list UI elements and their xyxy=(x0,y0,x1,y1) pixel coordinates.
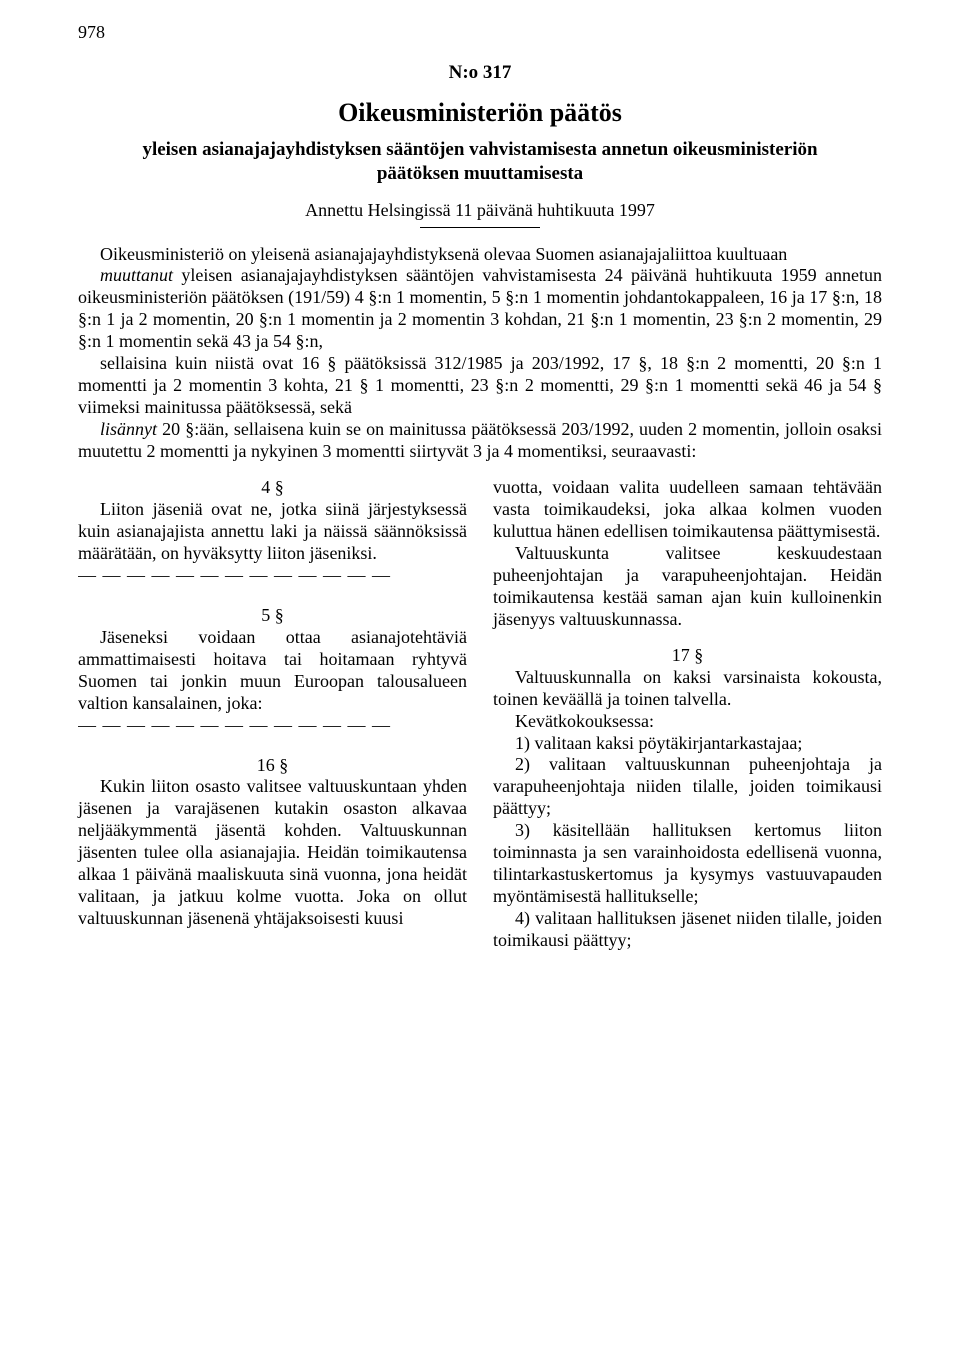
section-16-para: Kukin liiton osasto valitsee valtuuskunt… xyxy=(78,776,467,930)
left-column: 4 § Liiton jäseniä ovat ne, jotka siinä … xyxy=(78,477,467,952)
section-5-para: Jäseneksi voidaan ottaa asianajotehtäviä… xyxy=(78,627,467,715)
section-4-number: 4 § xyxy=(78,477,467,499)
section-4-para: Liiton jäseniä ovat ne, jotka siinä järj… xyxy=(78,499,467,565)
section-4-dashes: — — — — — — — — — — — — — xyxy=(78,565,467,587)
page-number: 978 xyxy=(78,22,105,43)
section-16-number: 16 § xyxy=(78,755,467,777)
preamble-para-3: lisännyt 20 §:ään, sellaisena kuin se on… xyxy=(78,419,882,463)
document-title: Oikeusministeriön päätös xyxy=(78,98,882,128)
section-17-number: 17 § xyxy=(493,645,882,667)
preamble-para-3-text: 20 §:ään, sellaisena kuin se on mainitus… xyxy=(78,419,882,461)
section-16-cont-para-1: vuotta, voidaan valita uudelleen samaan … xyxy=(493,477,882,543)
page: 978 N:o 317 Oikeusministeriön päätös yle… xyxy=(0,0,960,1362)
preamble-para-2: sellaisina kuin niistä ovat 16 § päätöks… xyxy=(78,353,882,419)
preamble-muuttanut: muuttanut xyxy=(100,265,181,285)
preamble-para-1a: Oikeusministeriö on yleisenä asianajajay… xyxy=(78,244,882,266)
section-17-item-4: 4) valitaan hallituksen jäsenet niiden t… xyxy=(493,908,882,952)
preamble-para-1b-text: yleisen asianajajayhdistyksen sääntöjen … xyxy=(78,265,882,351)
section-5-dashes: — — — — — — — — — — — — — xyxy=(78,715,467,737)
given-at: Annettu Helsingissä 11 päivänä huhtikuut… xyxy=(78,200,882,221)
document-subtitle: yleisen asianajajayhdistyksen sääntöjen … xyxy=(78,138,882,186)
section-17-item-2: 2) valitaan valtuuskunnan puheenjohtaja … xyxy=(493,754,882,820)
preamble-lisannyt: lisännyt xyxy=(100,419,162,439)
section-17-para-1: Valtuuskunnalla on kaksi varsinaista kok… xyxy=(493,667,882,711)
document-number: N:o 317 xyxy=(78,62,882,84)
section-17-item-3: 3) käsitellään hallituksen kertomus liit… xyxy=(493,820,882,908)
section-16-cont-para-2: Valtuuskunta valitsee keskuudestaan puhe… xyxy=(493,543,882,631)
preamble-para-1b: muuttanut yleisen asianajajayhdistyksen … xyxy=(78,265,882,353)
section-17-item-1: 1) valitaan kaksi pöytäkirjantarkastajaa… xyxy=(493,733,882,755)
columns: 4 § Liiton jäseniä ovat ne, jotka siinä … xyxy=(78,477,882,952)
right-column: vuotta, voidaan valita uudelleen samaan … xyxy=(493,477,882,952)
section-17-para-2: Kevätkokouksessa: xyxy=(493,711,882,733)
preamble: Oikeusministeriö on yleisenä asianajajay… xyxy=(78,244,882,464)
section-5-number: 5 § xyxy=(78,605,467,627)
title-divider xyxy=(420,227,540,228)
